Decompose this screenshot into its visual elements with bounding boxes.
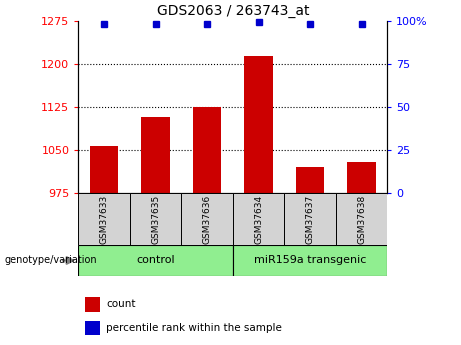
Text: GSM37638: GSM37638 — [357, 195, 366, 244]
Text: GSM37635: GSM37635 — [151, 195, 160, 244]
Text: control: control — [136, 256, 175, 265]
Text: miR159a transgenic: miR159a transgenic — [254, 256, 366, 265]
Bar — [84, 321, 100, 335]
Bar — [244, 56, 273, 193]
Bar — [233, 193, 284, 245]
Bar — [336, 193, 387, 245]
Text: GSM37634: GSM37634 — [254, 195, 263, 244]
Text: GSM37633: GSM37633 — [100, 195, 109, 244]
Text: genotype/variation: genotype/variation — [5, 256, 97, 265]
Text: GSM37636: GSM37636 — [202, 195, 212, 244]
Bar — [78, 193, 130, 245]
Bar — [90, 146, 118, 193]
Bar — [142, 117, 170, 193]
Bar — [233, 245, 387, 276]
Bar — [130, 193, 181, 245]
Bar — [181, 193, 233, 245]
Text: percentile rank within the sample: percentile rank within the sample — [106, 323, 282, 333]
Text: GSM37637: GSM37637 — [306, 195, 314, 244]
Bar — [296, 167, 324, 193]
Bar — [78, 245, 233, 276]
Title: GDS2063 / 263743_at: GDS2063 / 263743_at — [157, 4, 309, 18]
Bar — [84, 297, 100, 312]
Bar — [284, 193, 336, 245]
Bar — [193, 107, 221, 193]
Bar — [347, 161, 376, 193]
Text: count: count — [106, 299, 136, 309]
